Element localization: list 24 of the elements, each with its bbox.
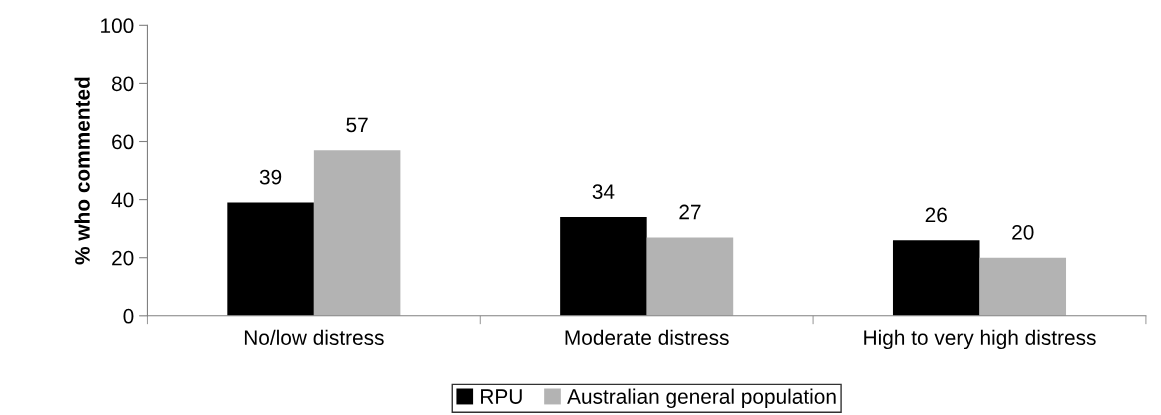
y-tick-label: 100 — [101, 18, 134, 34]
data-label: 27 — [679, 204, 701, 220]
x-tick-label: Moderate distress — [565, 329, 729, 346]
legend-label: RPU — [481, 389, 522, 404]
y-axis-title: % who commented — [74, 77, 90, 265]
y-tick-label: 40 — [111, 192, 134, 208]
data-label: 39 — [259, 169, 282, 185]
x-tick-label: High to very high distress — [864, 329, 1096, 350]
legend-label: Australian general population — [567, 388, 836, 409]
data-label: 20 — [1012, 224, 1034, 240]
bar — [227, 202, 314, 316]
bar — [646, 237, 734, 316]
data-label: 57 — [346, 117, 368, 133]
bar — [979, 257, 1067, 316]
data-label: 34 — [592, 184, 615, 200]
data-label: 26 — [925, 207, 947, 223]
bar — [313, 150, 401, 316]
x-tick-label: No/low distress — [244, 329, 384, 346]
bar — [560, 217, 647, 316]
y-tick-label: 0 — [123, 308, 134, 324]
y-tick-label: 80 — [111, 76, 134, 92]
bar — [892, 240, 980, 316]
y-tick-label: 20 — [112, 250, 134, 266]
y-tick-label: 60 — [112, 134, 134, 150]
